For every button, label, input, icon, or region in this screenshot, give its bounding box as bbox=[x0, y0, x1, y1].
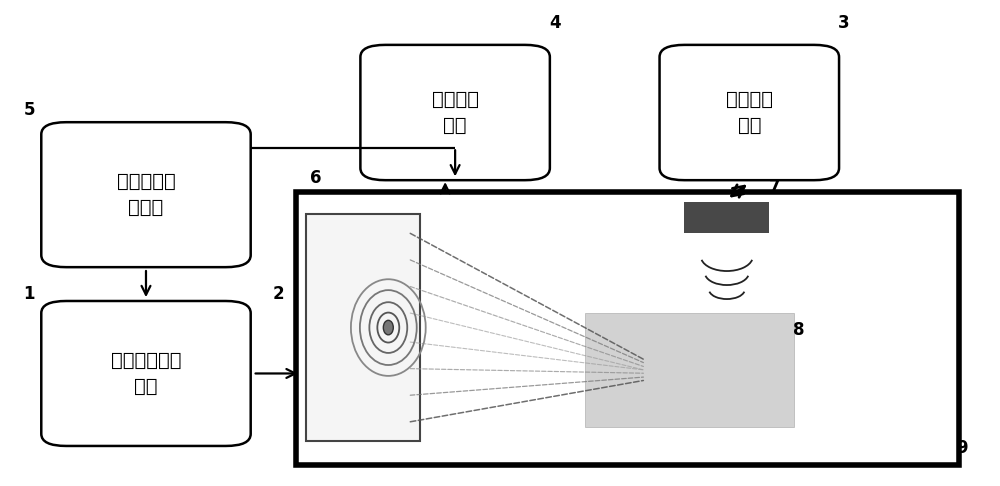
FancyBboxPatch shape bbox=[360, 45, 550, 180]
Text: 7: 7 bbox=[768, 178, 780, 196]
Bar bbox=[684, 202, 769, 233]
Text: 9: 9 bbox=[956, 439, 968, 457]
Text: 同步信号控
制系统: 同步信号控 制系统 bbox=[117, 172, 175, 217]
FancyBboxPatch shape bbox=[41, 122, 251, 267]
Text: 4: 4 bbox=[549, 14, 561, 32]
Text: 实时监控
系统: 实时监控 系统 bbox=[726, 90, 773, 135]
Text: 超声功率放大
系统: 超声功率放大 系统 bbox=[111, 351, 181, 396]
Text: 空化检测
系统: 空化检测 系统 bbox=[432, 90, 479, 135]
Text: 2: 2 bbox=[273, 285, 284, 303]
Bar bbox=[585, 313, 794, 427]
FancyBboxPatch shape bbox=[41, 301, 251, 446]
Bar bbox=[296, 192, 959, 465]
Text: 5: 5 bbox=[24, 101, 35, 119]
Bar bbox=[306, 214, 420, 441]
Text: 8: 8 bbox=[793, 321, 805, 339]
Text: 1: 1 bbox=[24, 285, 35, 303]
FancyBboxPatch shape bbox=[660, 45, 839, 180]
Ellipse shape bbox=[383, 320, 393, 335]
Text: 3: 3 bbox=[838, 14, 850, 32]
Text: 6: 6 bbox=[310, 169, 321, 187]
